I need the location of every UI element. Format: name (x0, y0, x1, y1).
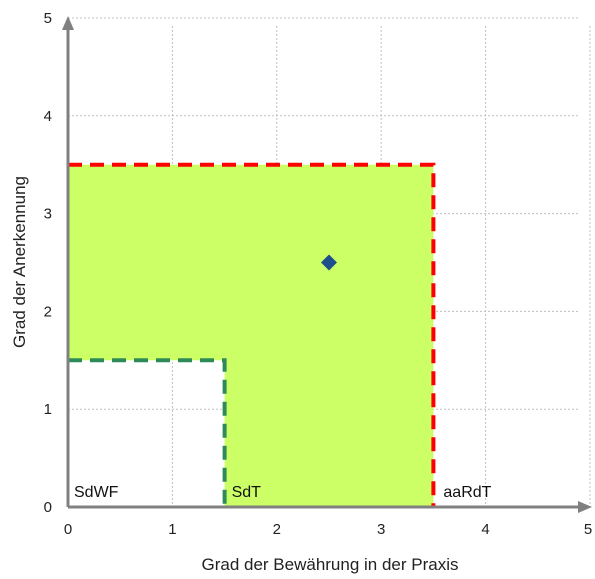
x-axis-title: Grad der Bewährung in der Praxis (201, 555, 458, 574)
y-axis-title: Grad der Anerkennung (10, 176, 29, 348)
x-tick-label: 2 (273, 521, 281, 538)
y-tick-label: 2 (44, 303, 52, 320)
x-tick-label: 5 (584, 521, 592, 538)
tick-labels: 0 1 2 3 4 5 0 1 2 3 4 5 (44, 10, 593, 538)
regions (68, 162, 436, 507)
y-tick-label: 5 (44, 10, 52, 27)
x-tick-label: 1 (168, 521, 176, 538)
x-tick-label: 4 (481, 521, 489, 538)
points (321, 254, 337, 271)
region-label-sdwf: SdWF (74, 484, 119, 501)
y-axis-arrow (62, 16, 74, 30)
sdt-region-fill (68, 164, 434, 507)
axes (62, 16, 592, 513)
y-tick-label: 4 (44, 108, 52, 125)
x-tick-label: 0 (64, 521, 72, 538)
sdwf-green-border (68, 358, 227, 507)
region-label-aardt: aaRdT (443, 484, 491, 501)
y-tick-label: 3 (44, 206, 52, 223)
data-point (321, 254, 337, 271)
region-label-sdt: SdT (232, 484, 262, 501)
region-labels: SdWF SdT aaRdT (74, 484, 492, 501)
y-tick-label: 0 (44, 499, 52, 516)
x-tick-label: 3 (377, 521, 385, 538)
sdt-red-border (68, 162, 436, 507)
x-axis-arrow (578, 501, 592, 513)
y-tick-label: 1 (44, 401, 52, 418)
